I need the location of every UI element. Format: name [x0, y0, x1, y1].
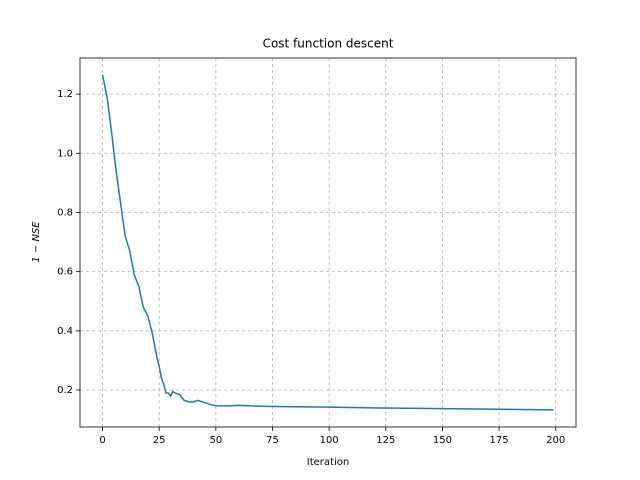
- y-tick-label: 0.6: [57, 267, 73, 278]
- y-tick-label: 0.2: [57, 385, 73, 396]
- y-tick-label: 0.4: [57, 326, 73, 337]
- y-tick-label: 0.8: [57, 207, 73, 218]
- x-tick-label: 175: [490, 435, 509, 446]
- x-tick-label: 25: [153, 435, 166, 446]
- x-axis-label: Iteration: [307, 457, 349, 468]
- x-tick-label: 150: [433, 435, 452, 446]
- x-tick-label: 125: [376, 435, 395, 446]
- y-axis-label: 1 − NSE: [31, 221, 42, 263]
- line: [101, 74, 554, 411]
- x-tick-label: 100: [320, 435, 339, 446]
- plot-frame: [79, 57, 577, 428]
- x-tick-label: 0: [99, 435, 105, 446]
- chart-title: Cost function descent: [263, 37, 394, 51]
- x-tick-label: 75: [266, 435, 279, 446]
- y-tick-label: 1.0: [57, 148, 73, 159]
- x-tick-label: 200: [546, 435, 565, 446]
- x-tick-label: 50: [209, 435, 222, 446]
- y-tick-label: 1.2: [57, 89, 73, 100]
